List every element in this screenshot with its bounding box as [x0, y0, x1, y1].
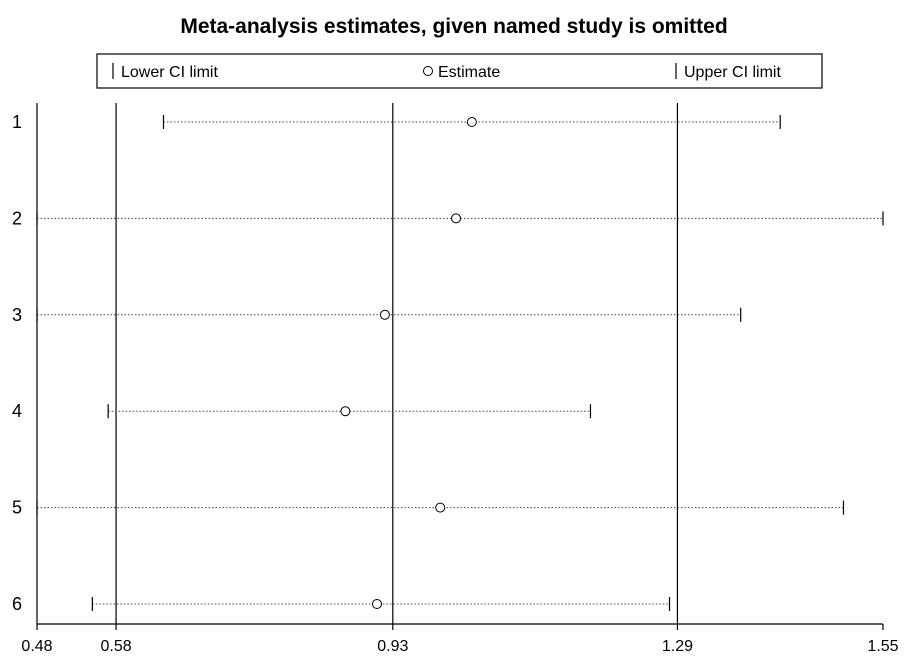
estimate-point: [466, 117, 477, 127]
x-tick-label: 0.48: [21, 638, 52, 655]
legend-lower-label: Lower CI limit: [121, 64, 218, 81]
legend: Lower CI limit Estimate Upper CI limit: [96, 53, 823, 89]
legend-upper-label: Upper CI limit: [684, 64, 781, 81]
study-label: 4: [12, 401, 22, 421]
study-label: 3: [12, 305, 22, 325]
estimate-point: [340, 406, 351, 417]
study-label: 6: [12, 594, 22, 614]
x-tick-label: 1.29: [662, 638, 693, 655]
chart-title: Meta-analysis estimates, given named stu…: [180, 15, 727, 38]
x-tick-label: 0.58: [100, 638, 131, 655]
study-label: 1: [12, 112, 22, 132]
legend-box: [96, 53, 823, 89]
plot-area: 1 2 3 4 5 6 0.48 0.58 0.93 1.29 1.55: [12, 103, 899, 655]
x-tick-label: 1.55: [867, 638, 898, 655]
estimate-point: [371, 599, 382, 609]
legend-estimate-label: Estimate: [438, 64, 500, 81]
x-tick-label: 0.93: [377, 638, 408, 655]
estimate-point: [379, 309, 390, 320]
study-label: 5: [12, 498, 22, 518]
estimate-point: [435, 502, 446, 513]
legend-estimate-circle-icon: [423, 66, 433, 76]
study-label: 2: [12, 208, 22, 228]
estimate-point: [451, 213, 462, 224]
